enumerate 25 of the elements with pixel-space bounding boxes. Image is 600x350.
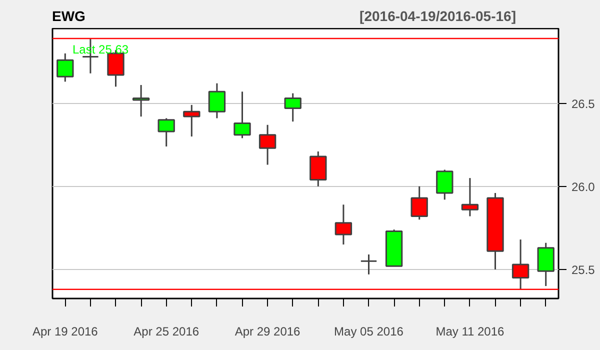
candlestick	[436, 168, 454, 200]
candlestick	[334, 204, 352, 246]
candlestick	[360, 254, 378, 276]
candlestick	[410, 186, 428, 220]
candlestick	[56, 52, 74, 82]
y-tick-label: 25.5	[572, 262, 596, 277]
candlestick	[258, 124, 276, 166]
y-tick-label: 26.5	[572, 96, 596, 111]
chart-subtitle: [2016-04-19/2016-05-16]	[360, 7, 516, 26]
candlestick	[461, 177, 479, 218]
y-tick-label: 26.0	[572, 180, 596, 194]
candlestick	[208, 82, 226, 119]
candlestick	[132, 84, 150, 118]
x-tick-label: May 05 2016	[334, 324, 404, 338]
candlestick	[234, 90, 251, 139]
candlestick	[284, 92, 302, 122]
candlestick	[310, 150, 327, 188]
candlestick	[537, 242, 554, 287]
x-tick-label: Apr 25 2016	[134, 324, 200, 338]
x-tick-label: Apr 29 2016	[234, 324, 301, 338]
x-tick-label: May 11 2016	[436, 324, 505, 338]
candlestick	[158, 117, 175, 148]
x-tick-label: Apr 19 2016	[32, 324, 98, 338]
chart-title: EWG	[52, 7, 86, 26]
candlestick	[183, 104, 200, 138]
